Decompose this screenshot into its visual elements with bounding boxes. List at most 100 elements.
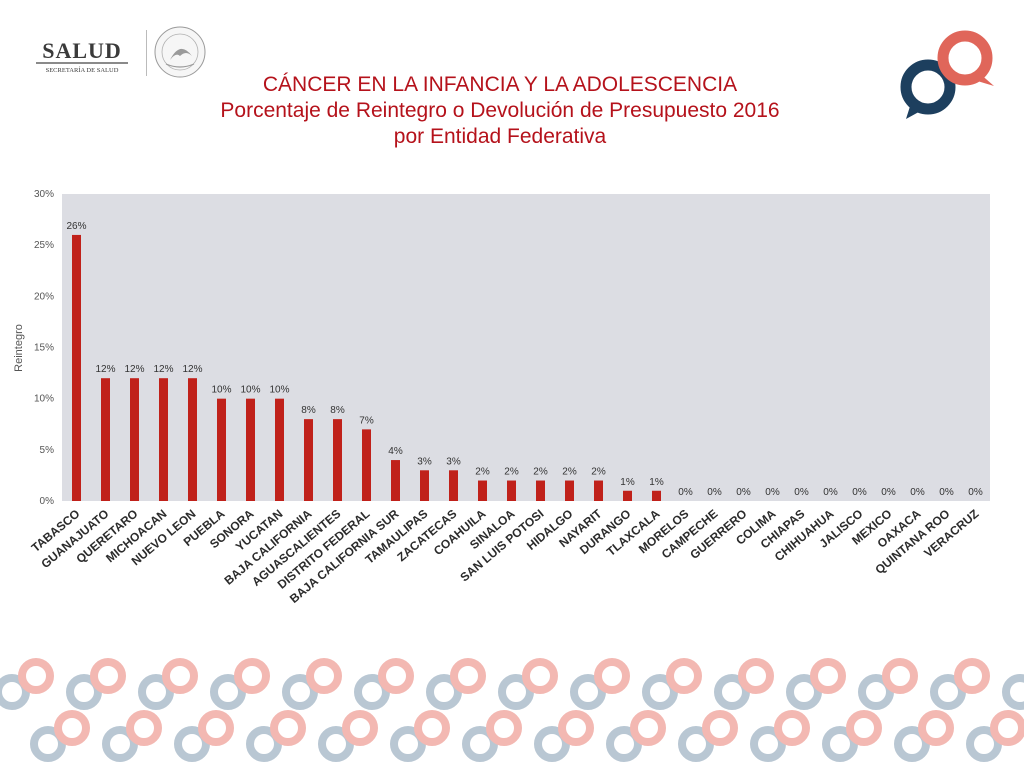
data-label: 0% — [939, 487, 954, 498]
pattern-logo-icon — [930, 658, 990, 710]
data-label: 0% — [678, 487, 693, 498]
pattern-logo-icon — [714, 658, 774, 710]
pattern-logo-icon — [282, 658, 342, 710]
data-label: 1% — [649, 477, 664, 488]
pattern-logo-icon — [786, 658, 846, 710]
salud-subtitle-text: SECRETARÍA DE SALUD — [46, 66, 119, 74]
pattern-logo-icon — [642, 658, 702, 710]
pattern-logo-icon — [390, 710, 450, 762]
y-tick-label: 20% — [34, 291, 54, 302]
data-label: 8% — [330, 405, 345, 416]
data-label: 10% — [240, 385, 260, 396]
bar — [72, 234, 81, 501]
mexico-seal-icon — [154, 26, 206, 78]
bar — [565, 480, 574, 501]
pattern-logo-icon — [30, 710, 90, 762]
data-label: 0% — [765, 487, 780, 498]
pattern-logo-icon — [534, 710, 594, 762]
data-label: 0% — [707, 487, 722, 498]
data-label: 2% — [475, 467, 490, 478]
pattern-logo-icon — [1002, 674, 1024, 710]
bar — [420, 470, 429, 501]
data-label: 8% — [301, 405, 316, 416]
data-label: 12% — [95, 364, 115, 375]
bar — [159, 378, 168, 501]
pattern-logo-icon — [426, 658, 486, 710]
bar — [449, 470, 458, 501]
pattern-logo-icon — [138, 658, 198, 710]
pattern-logo-icon — [858, 658, 918, 710]
bar — [304, 419, 313, 501]
data-label: 0% — [910, 487, 925, 498]
data-label: 2% — [591, 467, 606, 478]
bar — [536, 480, 545, 501]
data-label: 10% — [211, 385, 231, 396]
data-label: 0% — [736, 487, 751, 498]
y-axis-label: Reintegro — [13, 324, 25, 372]
slide-title: CÁNCER EN LA INFANCIA Y LA ADOLESCENCIA … — [100, 72, 900, 150]
data-label: 3% — [417, 456, 432, 467]
data-label: 2% — [533, 467, 548, 478]
data-label: 7% — [359, 415, 374, 426]
pattern-logo-icon — [966, 710, 1024, 762]
y-tick-label: 25% — [34, 240, 54, 251]
program-logo-icon — [900, 30, 994, 119]
data-label: 12% — [153, 364, 173, 375]
bar — [217, 398, 226, 501]
bar — [362, 429, 371, 501]
data-label: 3% — [446, 456, 461, 467]
data-label: 12% — [182, 364, 202, 375]
salud-logo: SALUD SECRETARÍA DE SALUD — [36, 38, 128, 74]
y-tick-label: 5% — [40, 445, 55, 456]
bar — [478, 480, 487, 501]
title-line-3: por Entidad Federativa — [393, 125, 607, 148]
pattern-logo-icon — [822, 710, 882, 762]
title-line-1: CÁNCER EN LA INFANCIA Y LA ADOLESCENCIA — [262, 73, 738, 96]
data-label: 0% — [881, 487, 896, 498]
y-tick-label: 0% — [40, 496, 55, 507]
pattern-logo-icon — [318, 710, 378, 762]
pattern-logo-icon — [354, 658, 414, 710]
bar — [391, 460, 400, 501]
bar — [594, 480, 603, 501]
pattern-logo-icon — [102, 710, 162, 762]
data-label: 0% — [794, 487, 809, 498]
data-label: 2% — [504, 467, 519, 478]
pattern-logo-icon — [246, 710, 306, 762]
header-logos: SALUD SECRETARÍA DE SALUD — [36, 26, 994, 119]
title-line-2: Porcentaje de Reintegro o Devolución de … — [220, 99, 780, 122]
data-label: 2% — [562, 467, 577, 478]
pattern-logo-icon — [894, 710, 954, 762]
pattern-logo-icon — [606, 710, 666, 762]
data-label: 4% — [388, 446, 403, 457]
footer-pattern — [0, 658, 1024, 762]
plot-area — [62, 194, 990, 501]
bar-chart: 0% 5% 10% 15% 20% 25% 30% Reintegro 26% 12% 12% 1… — [13, 189, 990, 606]
bar — [246, 398, 255, 501]
pattern-logo-icon — [462, 710, 522, 762]
pattern-logo-icon — [66, 658, 126, 710]
y-tick-label: 10% — [34, 394, 54, 405]
logo-divider — [146, 30, 147, 76]
pattern-logo-icon — [750, 710, 810, 762]
data-label: 0% — [823, 487, 838, 498]
bar — [652, 490, 661, 501]
data-label: 0% — [968, 487, 983, 498]
pattern-logo-icon — [678, 710, 738, 762]
data-label: 10% — [269, 385, 289, 396]
y-tick-label: 15% — [34, 343, 54, 354]
y-tick-label: 30% — [34, 189, 54, 200]
bar — [333, 419, 342, 501]
bar — [275, 398, 284, 501]
bar — [101, 378, 110, 501]
bar — [130, 378, 139, 501]
pattern-logo-icon — [0, 658, 54, 710]
data-label: 26% — [66, 221, 86, 232]
data-label: 0% — [852, 487, 867, 498]
bar — [188, 378, 197, 501]
pattern-logo-icon — [498, 658, 558, 710]
bar — [623, 490, 632, 501]
pattern-logo-icon — [570, 658, 630, 710]
pattern-logo-icon — [174, 710, 234, 762]
pattern-logo-icon — [210, 658, 270, 710]
